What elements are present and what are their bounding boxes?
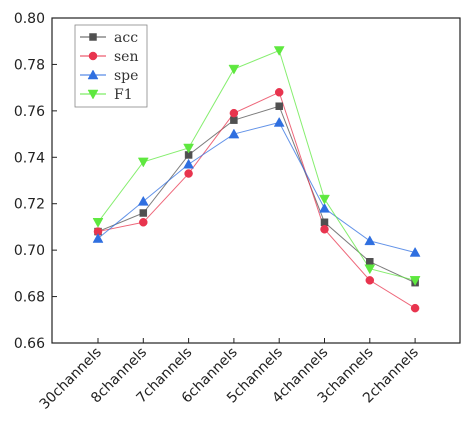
point-sen bbox=[365, 276, 375, 285]
point-sen bbox=[139, 218, 148, 227]
series-line-sen bbox=[97, 91, 416, 309]
point-f1 bbox=[228, 64, 240, 75]
point-f1 bbox=[137, 157, 149, 168]
point-sen bbox=[229, 108, 239, 118]
point-f1 bbox=[409, 276, 421, 286]
legend-label: F1 bbox=[114, 87, 133, 103]
point-sen bbox=[320, 225, 329, 234]
point-spe bbox=[273, 116, 285, 127]
legend-marker bbox=[87, 89, 99, 100]
series-lines-layer bbox=[97, 49, 416, 309]
plot-frame bbox=[51, 17, 461, 344]
point-spe bbox=[409, 246, 421, 257]
point-f1 bbox=[319, 194, 330, 205]
point-spe bbox=[364, 235, 376, 246]
y-tick-label: 0.68 bbox=[14, 290, 45, 306]
point-sen bbox=[184, 169, 193, 178]
y-tick-label: 0.80 bbox=[14, 11, 45, 27]
series-line-spe bbox=[97, 121, 416, 253]
point-acc bbox=[230, 116, 238, 124]
series-line-acc bbox=[97, 105, 416, 284]
point-acc bbox=[275, 102, 283, 110]
point-acc bbox=[320, 218, 329, 227]
legend-box bbox=[74, 24, 148, 108]
point-spe bbox=[137, 195, 149, 206]
point-acc bbox=[366, 258, 374, 266]
point-spe bbox=[183, 158, 195, 169]
point-sen bbox=[274, 88, 284, 97]
point-f1 bbox=[273, 46, 285, 57]
y-tick-label: 0.74 bbox=[14, 150, 45, 166]
point-f1 bbox=[92, 218, 104, 228]
point-f1 bbox=[364, 264, 376, 275]
y-tick-label: 0.76 bbox=[14, 104, 45, 120]
series-markers-layer bbox=[92, 46, 421, 313]
legend-label: sen bbox=[114, 49, 139, 65]
legend: acc sen spe F1 bbox=[74, 24, 148, 108]
legend-label: acc bbox=[114, 30, 138, 46]
point-spe bbox=[92, 233, 104, 243]
legend-marker bbox=[88, 51, 98, 61]
y-tick-label: 0.78 bbox=[14, 57, 45, 73]
point-sen bbox=[410, 303, 420, 313]
point-acc bbox=[139, 209, 148, 217]
legend-marker bbox=[89, 33, 97, 41]
legend-label: spe bbox=[114, 68, 138, 84]
y-tick-label: 0.72 bbox=[14, 197, 45, 213]
y-tick-label: 0.66 bbox=[14, 336, 45, 352]
series-line-f1 bbox=[97, 49, 416, 281]
y-tick-label: 0.70 bbox=[14, 243, 45, 259]
point-f1 bbox=[183, 143, 195, 154]
legend-marker bbox=[87, 69, 99, 80]
point-spe bbox=[228, 128, 240, 139]
point-spe bbox=[319, 202, 330, 213]
